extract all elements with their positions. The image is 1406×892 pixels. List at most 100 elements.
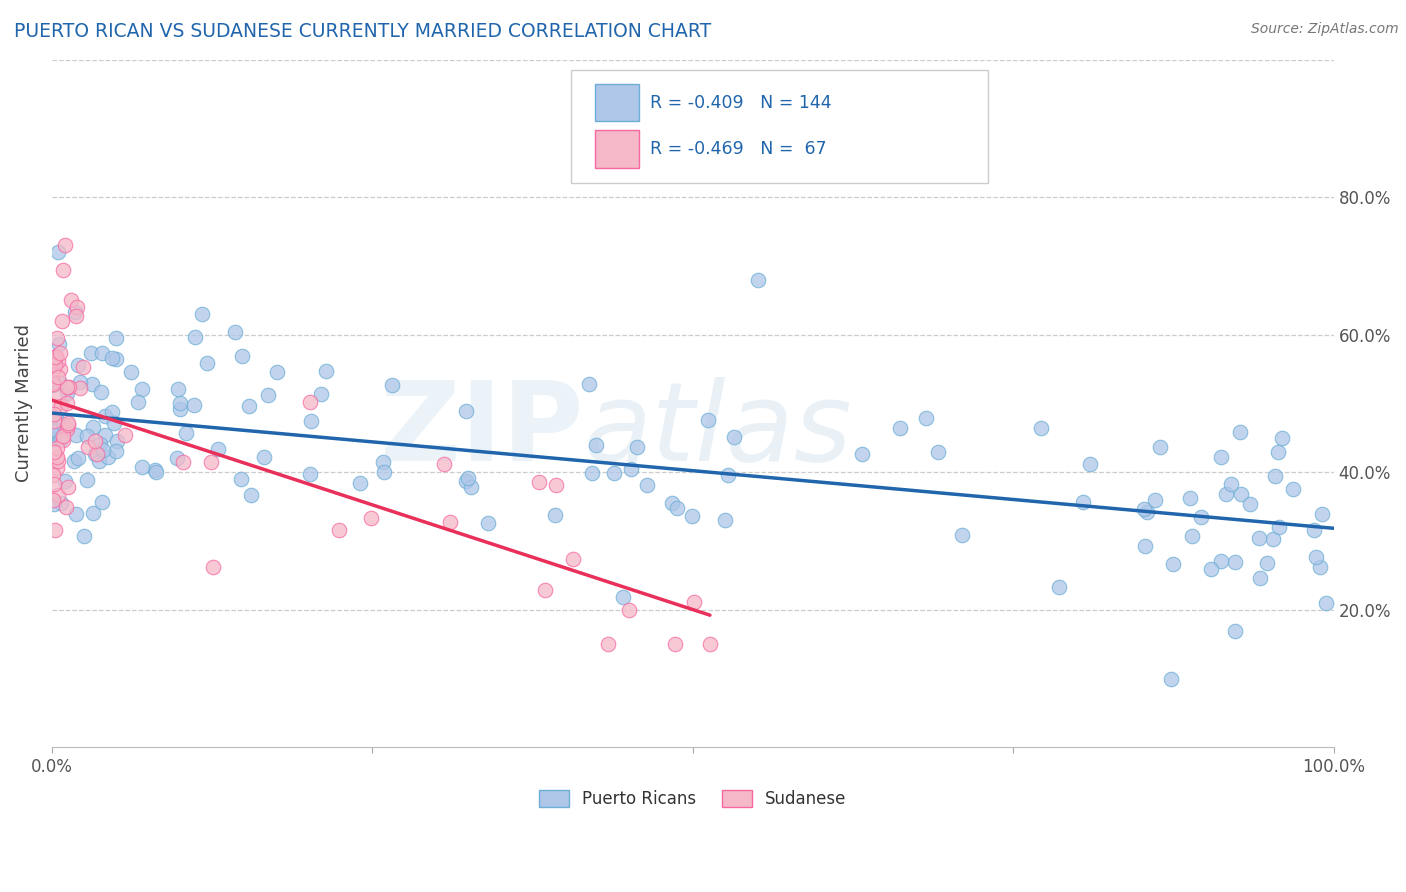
- Point: [1215, 487, 1237, 501]
- Point: [681, 508, 703, 523]
- Point: [77, 440, 100, 454]
- Point: [80, 346, 103, 360]
- Point: [299, 414, 322, 428]
- Point: [127, 394, 149, 409]
- Point: [299, 467, 322, 482]
- Point: [1303, 523, 1326, 537]
- Point: [65, 305, 87, 319]
- Point: [51, 433, 73, 447]
- Y-axis label: Currently Married: Currently Married: [15, 325, 32, 483]
- Point: [696, 412, 718, 426]
- Point: [44, 476, 66, 491]
- Point: [44, 523, 66, 537]
- Point: [42, 425, 65, 439]
- Point: [56, 385, 79, 400]
- Point: [200, 455, 222, 469]
- Point: [97, 450, 120, 464]
- Point: [1136, 505, 1159, 519]
- Point: [723, 430, 745, 444]
- Point: [1149, 440, 1171, 454]
- Point: [1071, 494, 1094, 508]
- Point: [1209, 553, 1232, 567]
- Point: [55, 475, 77, 489]
- Point: [103, 416, 125, 430]
- Point: [747, 273, 769, 287]
- Point: [1047, 580, 1070, 594]
- Point: [561, 551, 583, 566]
- Point: [1161, 557, 1184, 571]
- Point: [889, 421, 911, 435]
- Point: [105, 434, 128, 449]
- Point: [636, 478, 658, 492]
- Text: R = -0.409   N = 144: R = -0.409 N = 144: [651, 94, 832, 112]
- Point: [63, 454, 86, 468]
- Point: [596, 637, 619, 651]
- Point: [454, 404, 477, 418]
- Point: [42, 363, 65, 377]
- Point: [42, 377, 65, 392]
- Point: [51, 314, 73, 328]
- Point: [1256, 556, 1278, 570]
- Point: [666, 500, 689, 515]
- Point: [65, 507, 87, 521]
- Point: [42, 414, 65, 428]
- Point: [1181, 529, 1204, 543]
- Point: [612, 590, 634, 604]
- Point: [1267, 445, 1289, 459]
- Point: [315, 364, 337, 378]
- Point: [58, 380, 80, 394]
- Point: [381, 377, 404, 392]
- Point: [1223, 555, 1246, 569]
- Point: [169, 401, 191, 416]
- Point: [45, 460, 67, 475]
- Point: [46, 453, 69, 467]
- Point: [89, 454, 111, 468]
- Point: [1264, 469, 1286, 483]
- Point: [94, 428, 117, 442]
- Point: [529, 475, 551, 489]
- Point: [49, 400, 72, 414]
- Point: [104, 352, 127, 367]
- Point: [184, 330, 207, 344]
- Point: [45, 423, 67, 437]
- Point: [1247, 531, 1270, 545]
- Point: [65, 427, 87, 442]
- Point: [1031, 420, 1053, 434]
- Text: Source: ZipAtlas.com: Source: ZipAtlas.com: [1251, 22, 1399, 37]
- Point: [309, 387, 332, 401]
- Point: [950, 528, 973, 542]
- Point: [55, 500, 77, 515]
- Point: [256, 388, 278, 402]
- FancyBboxPatch shape: [595, 85, 638, 121]
- Point: [544, 478, 567, 492]
- Point: [231, 349, 253, 363]
- Point: [49, 496, 72, 510]
- Point: [56, 416, 79, 430]
- Point: [73, 529, 96, 543]
- Point: [328, 523, 350, 537]
- Point: [1211, 450, 1233, 464]
- Point: [49, 346, 72, 360]
- Point: [45, 450, 67, 464]
- Point: [166, 382, 188, 396]
- Point: [460, 479, 482, 493]
- Point: [66, 300, 89, 314]
- Point: [240, 488, 263, 502]
- Point: [207, 442, 229, 456]
- Point: [76, 473, 98, 487]
- Point: [52, 417, 75, 431]
- Point: [101, 351, 124, 366]
- Point: [169, 396, 191, 410]
- Point: [683, 595, 706, 609]
- Point: [44, 399, 66, 413]
- Point: [1135, 539, 1157, 553]
- Point: [89, 436, 111, 450]
- Point: [1249, 572, 1271, 586]
- Point: [1312, 507, 1334, 521]
- Point: [42, 467, 65, 482]
- Point: [1160, 672, 1182, 686]
- Point: [46, 370, 69, 384]
- Point: [145, 466, 167, 480]
- Point: [104, 331, 127, 345]
- Point: [626, 441, 648, 455]
